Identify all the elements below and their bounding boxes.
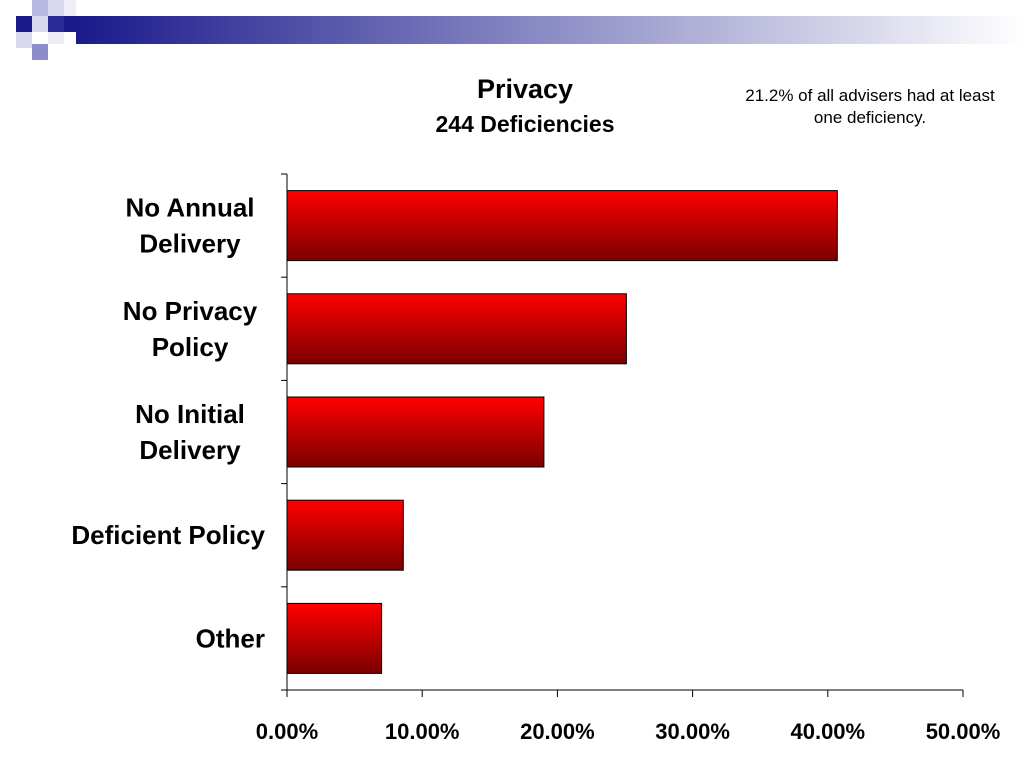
header-square bbox=[32, 0, 48, 16]
x-tick-label: 50.00% bbox=[926, 719, 1001, 744]
x-tick-label: 20.00% bbox=[520, 719, 595, 744]
bar bbox=[286, 602, 383, 674]
chart-subtitle: 244 Deficiencies bbox=[435, 111, 615, 137]
header-square bbox=[32, 44, 48, 60]
header-decoration bbox=[0, 0, 1024, 62]
chart-title: Privacy bbox=[476, 74, 574, 104]
header-square bbox=[64, 0, 76, 16]
header-square bbox=[48, 32, 64, 44]
header-decoration-graphic bbox=[0, 0, 1024, 60]
header-square bbox=[0, 0, 16, 16]
header-square bbox=[64, 16, 76, 32]
category-label: Delivery bbox=[139, 435, 241, 465]
category-label: Policy bbox=[152, 332, 229, 362]
x-tick-label: 10.00% bbox=[385, 719, 460, 744]
category-label: No Annual bbox=[125, 193, 254, 223]
annotation-note: 21.2% of all advisers had at least one d… bbox=[745, 86, 995, 127]
bar bbox=[286, 190, 838, 262]
bar bbox=[286, 499, 404, 571]
bar bbox=[286, 293, 627, 365]
header-square bbox=[16, 32, 32, 48]
x-tick-label: 0.00% bbox=[256, 719, 318, 744]
header-gradient-band bbox=[76, 16, 1024, 44]
category-label: Other bbox=[196, 623, 265, 653]
x-tick-label: 40.00% bbox=[790, 719, 865, 744]
header-square bbox=[32, 16, 48, 32]
header-square bbox=[48, 16, 64, 32]
category-label: No Initial bbox=[135, 399, 245, 429]
bar bbox=[286, 396, 545, 468]
x-tick-label: 30.00% bbox=[655, 719, 730, 744]
category-label: Deficient Policy bbox=[71, 520, 265, 550]
category-label: No Privacy bbox=[123, 296, 258, 326]
category-label: Delivery bbox=[139, 229, 241, 259]
header-square bbox=[16, 16, 32, 32]
header-square bbox=[48, 0, 64, 16]
